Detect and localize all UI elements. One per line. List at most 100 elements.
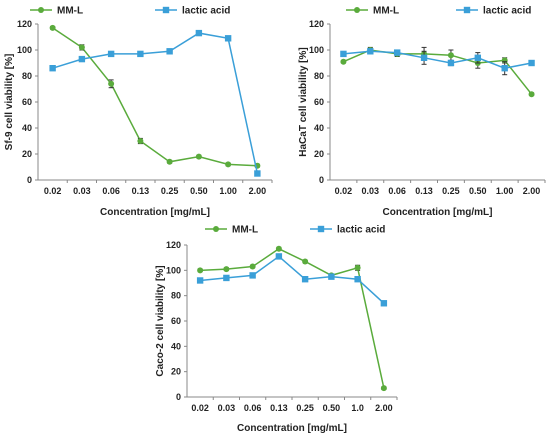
y-tick-label: 40 [22, 123, 32, 133]
data-point [49, 24, 56, 31]
y-tick-label: 40 [314, 123, 324, 133]
data-point [275, 253, 283, 260]
data-point [474, 54, 482, 61]
x-tick-label: 0.06 [102, 186, 120, 196]
data-point [340, 50, 347, 58]
legend-label: lactic acid [337, 225, 385, 236]
x-tick-label: 2.00 [375, 403, 393, 413]
y-tick-label: 0 [319, 175, 324, 185]
legend-marker [213, 226, 219, 232]
x-tick-label: 1.0 [351, 403, 364, 413]
y-tick-label: 100 [166, 265, 181, 275]
x-tick-label: 0.02 [335, 186, 353, 196]
data-point [196, 277, 204, 284]
data-point [166, 158, 173, 165]
y-tick-label: 120 [309, 19, 324, 29]
data-point [223, 274, 230, 282]
x-tick-label: 2.00 [523, 186, 541, 196]
y-tick-label: 0 [27, 175, 32, 185]
plot-area [340, 46, 535, 98]
series-line-1 [200, 255, 385, 304]
data-point [137, 138, 144, 144]
data-point [195, 153, 202, 160]
data-point [223, 266, 230, 273]
data-point [107, 50, 115, 58]
x-axis-label: Concentration [mg/mL] [383, 207, 493, 218]
series-line-1 [52, 32, 259, 174]
x-tick-label: 0.06 [244, 403, 262, 413]
x-tick-label: 0.03 [73, 186, 91, 196]
x-tick-label: 0.03 [218, 403, 236, 413]
x-tick-label: 0.13 [415, 186, 433, 196]
legend-label: lactic acid [182, 6, 230, 17]
y-tick-label: 80 [171, 291, 181, 301]
x-tick-label: 0.02 [191, 403, 209, 413]
data-point [447, 52, 454, 59]
x-tick-label: 0.25 [161, 186, 179, 196]
data-point [302, 258, 309, 265]
data-point [249, 263, 256, 270]
y-tick-label: 100 [309, 45, 324, 55]
data-point [340, 58, 347, 65]
y-axis-label: Sf-9 cell viability [%] [4, 54, 15, 151]
plot-area [196, 245, 388, 392]
y-tick-label: 100 [17, 45, 32, 55]
y-tick-label: 20 [22, 149, 32, 159]
data-point [225, 161, 232, 168]
y-tick-label: 0 [176, 392, 181, 402]
data-point [380, 300, 388, 307]
data-point [195, 29, 203, 37]
x-tick-label: 0.06 [388, 186, 406, 196]
data-point [301, 276, 309, 283]
x-tick-label: 0.50 [190, 186, 208, 196]
legend-marker [354, 7, 360, 13]
chart-panel-caco2: MM-L lactic acid Caco-2 cell viability [%… [155, 225, 398, 434]
chart-panel-hacat: MM-L lactic acid HaCaT cell viability [%]… [298, 6, 546, 218]
legend-marker [38, 7, 44, 13]
legend-label: MM-L [373, 6, 399, 17]
data-point [447, 59, 455, 67]
x-tick-label: 0.03 [362, 186, 380, 196]
legend: MM-L lactic acid [205, 225, 385, 236]
chart-panel-sf9: MM-L lactic acid Sf-9 cell viability [%] … [4, 6, 273, 218]
data-point [354, 264, 361, 271]
legend-label: MM-L [57, 6, 83, 17]
data-point [254, 170, 261, 177]
y-tick-label: 20 [314, 149, 324, 159]
y-tick-label: 120 [17, 19, 32, 29]
data-point [380, 385, 387, 392]
y-tick-label: 60 [22, 97, 32, 107]
y-axis-label: HaCaT cell viability [%] [298, 47, 309, 156]
data-point [528, 59, 535, 67]
data-point [108, 80, 115, 87]
legend: MM-L lactic acid [346, 6, 531, 17]
axes: 0 20 40 60 80 100 120 0.02 0.03 0.06 0.13 0.25 0.50 1… [17, 19, 273, 196]
x-tick-label: 0.50 [469, 186, 487, 196]
x-tick-label: 1.00 [496, 186, 514, 196]
data-point [197, 267, 204, 274]
legend: MM-L lactic acid [30, 6, 230, 17]
x-tick-label: 0.50 [323, 403, 341, 413]
legend-marker [463, 6, 471, 14]
y-axis-label: Caco-2 cell viability [%] [155, 265, 166, 376]
data-point [224, 35, 232, 42]
series-line-1 [343, 50, 532, 69]
y-tick-label: 60 [314, 97, 324, 107]
series-line-0 [52, 27, 258, 167]
y-tick-label: 120 [166, 240, 181, 250]
data-point [328, 273, 335, 280]
series-line-0 [343, 49, 533, 95]
data-point [501, 65, 508, 72]
y-tick-label: 60 [171, 316, 181, 326]
x-tick-label: 0.13 [270, 403, 288, 413]
data-point [420, 54, 428, 61]
y-tick-label: 20 [171, 367, 181, 377]
plot-area [49, 24, 261, 177]
data-point [249, 272, 256, 279]
legend-label: MM-L [232, 225, 258, 236]
data-point [78, 55, 86, 63]
x-axis-label: Concentration [mg/mL] [100, 207, 210, 218]
data-point [78, 44, 85, 51]
x-tick-label: 1.00 [219, 186, 237, 196]
